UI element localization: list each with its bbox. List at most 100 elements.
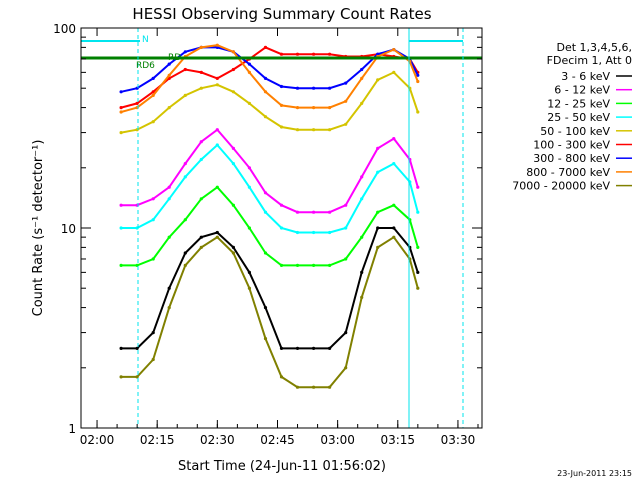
data-point xyxy=(263,191,268,195)
data-point xyxy=(279,346,284,350)
data-point xyxy=(167,73,171,77)
data-point xyxy=(279,125,284,129)
data-point xyxy=(295,385,300,389)
data-point xyxy=(199,197,203,201)
data-point xyxy=(135,375,139,379)
data-point xyxy=(295,263,300,267)
data-point xyxy=(119,346,123,350)
data-point xyxy=(215,76,219,80)
data-point xyxy=(119,110,123,114)
data-point xyxy=(119,90,123,94)
data-point xyxy=(199,245,203,249)
x-axis-label: Start Time (24-Jun-11 01:56:02) xyxy=(178,459,386,474)
data-point xyxy=(199,235,203,239)
data-point xyxy=(119,131,123,135)
data-point xyxy=(392,137,396,141)
legend-label: 7000 - 20000 keV xyxy=(512,180,610,193)
plot-area: N RD6 RD 02:00 02:15 02:30 02:45 03:00 03:15 03:3… xyxy=(53,22,483,447)
data-point xyxy=(312,230,316,235)
data-point xyxy=(247,101,251,105)
data-point xyxy=(312,52,316,56)
data-point xyxy=(279,103,284,107)
data-point xyxy=(247,70,251,74)
data-point xyxy=(215,185,219,189)
data-point xyxy=(376,210,380,214)
series-line-3 xyxy=(121,185,419,267)
data-point xyxy=(151,331,155,335)
data-point xyxy=(312,263,316,267)
data-point xyxy=(263,76,268,80)
data-point xyxy=(344,99,348,103)
series-line-2 xyxy=(121,128,419,214)
data-point xyxy=(376,146,380,150)
data-point xyxy=(295,346,300,350)
data-point xyxy=(167,197,171,201)
data-point xyxy=(328,385,332,389)
data-point xyxy=(167,306,171,310)
data-point xyxy=(295,128,300,132)
data-point xyxy=(231,203,235,207)
data-point xyxy=(215,143,219,147)
x-tick-label: 02:00 xyxy=(80,433,115,447)
data-point xyxy=(199,86,203,90)
series-line-6 xyxy=(120,46,419,109)
data-point xyxy=(183,175,187,179)
data-point xyxy=(392,235,396,239)
data-point xyxy=(183,93,187,97)
data-point xyxy=(360,270,364,274)
data-point xyxy=(231,90,235,94)
series-line-9 xyxy=(121,235,419,389)
data-point xyxy=(151,197,155,201)
data-point xyxy=(392,70,396,74)
data-point xyxy=(119,203,123,207)
data-point xyxy=(344,203,348,207)
data-point xyxy=(151,357,155,362)
data-point xyxy=(416,270,420,274)
data-point xyxy=(312,385,316,389)
data-point xyxy=(295,52,300,56)
data-point xyxy=(295,210,300,214)
data-point xyxy=(360,76,364,80)
data-point xyxy=(344,331,348,335)
y-axis-label: Count Rate (s⁻¹ detector⁻¹) xyxy=(31,140,46,317)
data-point xyxy=(119,375,123,379)
series-line-8 xyxy=(120,44,419,113)
data-point xyxy=(263,45,268,50)
data-point xyxy=(328,106,332,110)
data-point xyxy=(344,366,348,370)
data-point xyxy=(135,346,139,350)
data-point xyxy=(151,90,155,94)
data-point xyxy=(328,210,332,214)
x-tick-label: 03:00 xyxy=(320,433,355,447)
data-point xyxy=(167,286,171,290)
data-point xyxy=(231,67,235,72)
data-point xyxy=(376,245,380,249)
data-point xyxy=(279,203,284,207)
data-point xyxy=(231,162,235,166)
data-point xyxy=(416,79,420,84)
data-point xyxy=(151,120,155,124)
data-point xyxy=(167,106,171,110)
data-point xyxy=(199,70,203,74)
data-point xyxy=(215,235,219,239)
data-point xyxy=(279,375,284,379)
data-point xyxy=(167,185,171,189)
data-point xyxy=(312,128,316,132)
data-point xyxy=(376,78,380,82)
data-point xyxy=(247,286,251,290)
data-point xyxy=(360,197,364,201)
data-point xyxy=(279,263,284,267)
data-point xyxy=(392,203,396,207)
y-tick-label: 100 xyxy=(53,22,76,36)
data-point xyxy=(215,83,219,87)
data-point xyxy=(360,295,364,299)
data-point xyxy=(247,62,251,66)
data-point xyxy=(183,251,187,255)
data-point xyxy=(376,226,380,230)
data-point xyxy=(312,86,316,90)
data-point xyxy=(183,263,187,267)
annotation-label: RD xyxy=(168,53,181,63)
series-line-5 xyxy=(120,71,419,134)
data-point xyxy=(183,50,187,54)
data-point xyxy=(360,175,364,179)
